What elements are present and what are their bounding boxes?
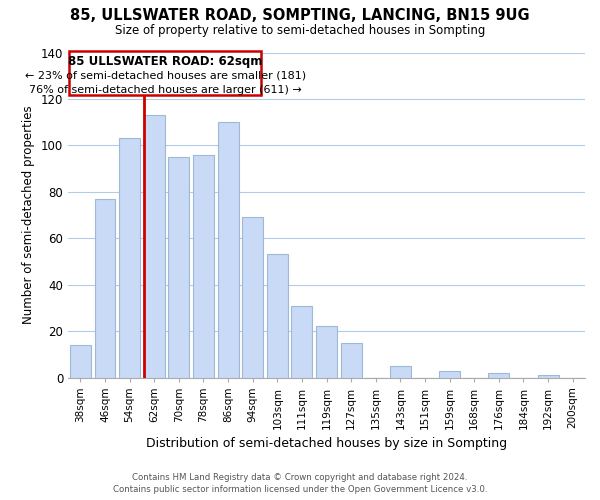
Bar xyxy=(341,342,362,378)
FancyBboxPatch shape xyxy=(70,52,262,96)
Bar xyxy=(95,199,115,378)
Bar xyxy=(169,157,190,378)
Bar xyxy=(267,254,288,378)
Text: 85 ULLSWATER ROAD: 62sqm: 85 ULLSWATER ROAD: 62sqm xyxy=(68,56,263,68)
Bar xyxy=(292,306,313,378)
Bar xyxy=(488,373,509,378)
Bar xyxy=(144,115,165,378)
X-axis label: Distribution of semi-detached houses by size in Sompting: Distribution of semi-detached houses by … xyxy=(146,437,507,450)
Text: ← 23% of semi-detached houses are smaller (181): ← 23% of semi-detached houses are smalle… xyxy=(25,70,306,81)
Bar xyxy=(193,154,214,378)
Bar xyxy=(218,122,239,378)
Text: Contains HM Land Registry data © Crown copyright and database right 2024.
Contai: Contains HM Land Registry data © Crown c… xyxy=(113,472,487,494)
Bar xyxy=(316,326,337,378)
Bar xyxy=(390,366,411,378)
Text: 85, ULLSWATER ROAD, SOMPTING, LANCING, BN15 9UG: 85, ULLSWATER ROAD, SOMPTING, LANCING, B… xyxy=(70,8,530,22)
Bar xyxy=(538,375,559,378)
Y-axis label: Number of semi-detached properties: Number of semi-detached properties xyxy=(22,106,35,324)
Bar xyxy=(70,345,91,378)
Text: Size of property relative to semi-detached houses in Sompting: Size of property relative to semi-detach… xyxy=(115,24,485,37)
Bar xyxy=(242,218,263,378)
Bar xyxy=(119,138,140,378)
Text: 76% of semi-detached houses are larger (611) →: 76% of semi-detached houses are larger (… xyxy=(29,84,302,94)
Bar xyxy=(439,370,460,378)
